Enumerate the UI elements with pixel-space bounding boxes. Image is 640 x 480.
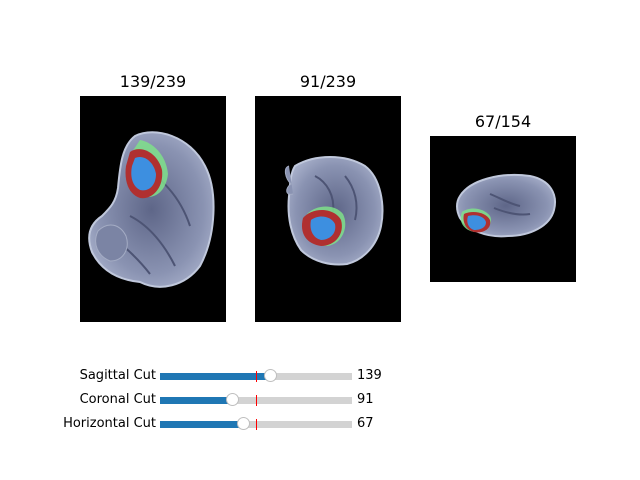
coronal-cut-label: Coronal Cut — [79, 392, 156, 407]
horizontal-cut-slider[interactable] — [160, 417, 352, 430]
sagittal-view-title: 139/239 — [119, 72, 187, 91]
horizontal-cut-value: 67 — [357, 416, 374, 431]
sagittal-cut-label: Sagittal Cut — [79, 368, 156, 383]
horizontal-view-image — [430, 136, 576, 282]
horizontal-cut-slider-handle[interactable] — [237, 417, 250, 430]
sagittal-cut-value: 139 — [357, 368, 382, 383]
horizontal-cut-initial-marker — [256, 419, 257, 430]
sagittal-view-image — [80, 96, 226, 322]
coronal-cut-slider-fill — [160, 397, 233, 404]
coronal-view-image — [255, 96, 401, 322]
coronal-view-title: 91/239 — [299, 72, 357, 91]
sagittal-cut-slider-fill — [160, 373, 271, 380]
horizontal-cut-label: Horizontal Cut — [63, 416, 156, 431]
horizontal-view-title: 67/154 — [474, 112, 532, 131]
coronal-cut-slider-handle[interactable] — [226, 393, 239, 406]
sagittal-cut-slider-handle[interactable] — [264, 369, 277, 382]
coronal-cut-value: 91 — [357, 392, 374, 407]
coronal-cut-slider[interactable] — [160, 393, 352, 406]
horizontal-cut-slider-fill — [160, 421, 244, 428]
coronal-cut-initial-marker — [256, 395, 257, 406]
sagittal-cut-slider[interactable] — [160, 369, 352, 382]
sagittal-cut-initial-marker — [256, 371, 257, 382]
